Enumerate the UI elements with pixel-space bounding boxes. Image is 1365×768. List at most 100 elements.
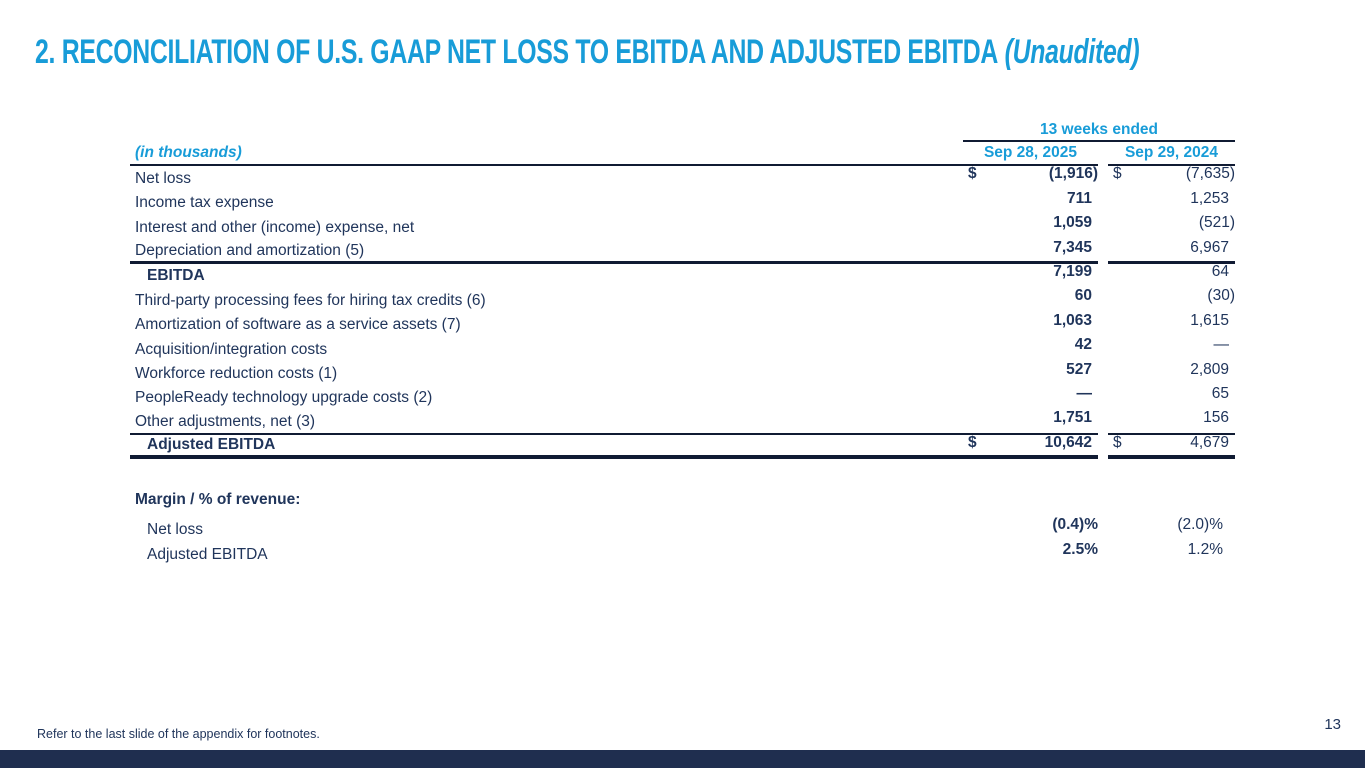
margin-section-heading: Margin / % of revenue: <box>135 491 301 508</box>
footer-bar <box>0 750 1365 768</box>
column-gutter <box>1098 410 1108 434</box>
margin-row: Adjusted EBITDA 2.5% 1.2% <box>130 542 1235 567</box>
row-label: Other adjustments, net (3) <box>130 410 963 435</box>
table-row: PeopleReady technology upgrade costs (2)… <box>130 386 1235 410</box>
units-label: (in thousands) <box>130 142 963 167</box>
column-gutter <box>1098 142 1108 166</box>
margin-value-2024: (2.0)% <box>1177 516 1223 533</box>
value-2025: — <box>1076 384 1093 402</box>
column-gutter <box>1098 362 1108 386</box>
value-cell-2024: 64 <box>1108 264 1235 288</box>
value-cell-2024: (521) <box>1108 215 1235 239</box>
value-2024: 64 <box>1211 262 1229 280</box>
value-2025: 1,751 <box>1053 409 1092 427</box>
table-row: Third-party processing fees for hiring t… <box>130 288 1235 312</box>
row-label: Acquisition/integration costs <box>135 340 328 358</box>
slide-title-text: 2. RECONCILIATION OF U.S. GAAP NET LOSS … <box>35 33 999 71</box>
table-row: Acquisition/integration costs 42 — <box>130 337 1235 361</box>
value-2025: 527 <box>1066 360 1092 378</box>
column-gutter <box>1098 288 1108 312</box>
value-2024: (30) <box>1207 287 1235 305</box>
margin-cell-2024: 1.2% <box>1108 542 1235 567</box>
value-2024: 156 <box>1203 409 1229 427</box>
margin-cell-2025: 2.5% <box>963 542 1098 567</box>
value-cell-2024: 1,253 <box>1108 191 1235 215</box>
value-cell-2025: 42 <box>963 337 1098 361</box>
margin-body: Net loss (0.4)% (2.0)% Adjusted EBITDA 2… <box>130 517 1235 567</box>
table-header-row: (in thousands) Sep 28, 2025 Sep 29, 2024 <box>130 142 1235 167</box>
value-cell-2025: $ (1,916) <box>963 166 1098 190</box>
value-2024: 1,615 <box>1190 311 1229 329</box>
row-label: Income tax expense <box>135 194 274 212</box>
value-cell-2024: 1,615 <box>1108 313 1235 337</box>
column-header-2024: Sep 29, 2024 <box>1108 142 1235 167</box>
value-2025: 60 <box>1074 287 1092 305</box>
value-2025: 7,199 <box>1053 262 1092 280</box>
column-gutter <box>1098 517 1108 542</box>
margin-value-2025: 2.5% <box>1062 541 1098 558</box>
value-2024: 4,679 <box>1190 433 1229 451</box>
row-label: Net loss <box>135 169 191 187</box>
currency-symbol: $ <box>968 165 977 183</box>
column-gutter <box>1098 166 1108 190</box>
margin-cell-2024: (2.0)% <box>1108 517 1235 542</box>
value-cell-2024: $4,679 <box>1108 433 1235 460</box>
value-cell-2024: 2,809 <box>1108 362 1235 386</box>
value-cell-2025: 1,063 <box>963 313 1098 337</box>
value-cell-2025: 7,199 <box>963 264 1098 288</box>
row-label: Third-party processing fees for hiring t… <box>135 291 486 309</box>
value-2024: 6,967 <box>1190 238 1229 256</box>
table-row: Depreciation and amortization (5) 7,345 … <box>130 240 1235 264</box>
row-label: Interest and other (income) expense, net <box>135 218 415 236</box>
value-cell-2025: $10,642 <box>963 433 1098 460</box>
value-cell-2024: — <box>1108 337 1235 361</box>
value-2024: (521) <box>1198 214 1235 232</box>
value-2024: 65 <box>1211 384 1229 402</box>
value-cell-2025: 1,751 <box>963 409 1098 435</box>
value-2025: 42 <box>1074 336 1092 354</box>
value-2024: — <box>1213 336 1230 354</box>
column-gutter <box>1098 542 1108 567</box>
table-row: Workforce reduction costs (1) 527 2,809 <box>130 362 1235 386</box>
value-2025: 10,642 <box>1044 433 1092 451</box>
table-body: Net loss $ (1,916) $ (7,635) Income tax ex… <box>130 166 1235 460</box>
table-row: EBITDA 7,199 64 <box>130 264 1235 288</box>
table-row: Amortization of software as a service as… <box>130 313 1235 337</box>
value-cell-2025: 1,059 <box>963 215 1098 239</box>
value-cell-2025: 527 <box>963 362 1098 386</box>
column-gutter <box>1098 264 1108 288</box>
row-label: Workforce reduction costs (1) <box>135 364 338 382</box>
column-gutter <box>1098 435 1108 459</box>
table-period-row: 13 weeks ended <box>130 119 1235 142</box>
slide-title: 2. RECONCILIATION OF U.S. GAAP NET LOSS … <box>35 33 1140 72</box>
row-label: Depreciation and amortization (5) <box>130 240 963 264</box>
row-label: Adjusted EBITDA <box>130 435 963 460</box>
margin-value-2024: 1.2% <box>1187 541 1223 558</box>
table-row: Other adjustments, net (3) 1,751 156 <box>130 409 1235 435</box>
value-cell-2024: (30) <box>1108 288 1235 312</box>
value-cell-2025: 7,345 <box>963 240 1098 264</box>
value-cell-2024: 65 <box>1108 386 1235 410</box>
period-row-spacer <box>130 119 963 142</box>
value-cell-2024: $ (7,635) <box>1108 166 1235 190</box>
margin-value-2025: (0.4)% <box>1052 516 1098 533</box>
column-gutter <box>1098 215 1108 239</box>
margin-section: Margin / % of revenue: Net loss (0.4)% (… <box>130 487 1235 567</box>
value-2024: 1,253 <box>1190 189 1229 207</box>
reconciliation-table: 13 weeks ended (in thousands) Sep 28, 20… <box>130 119 1235 460</box>
slide-title-unaudited: (Unaudited) <box>1004 33 1140 71</box>
column-gutter <box>1098 191 1108 215</box>
table-row: Adjusted EBITDA $10,642 $4,679 <box>130 433 1235 460</box>
currency-symbol: $ <box>1113 165 1122 183</box>
margin-row: Net loss (0.4)% (2.0)% <box>130 517 1235 542</box>
table-row: Net loss $ (1,916) $ (7,635) <box>130 166 1235 190</box>
row-label: EBITDA <box>147 267 205 285</box>
margin-row-label: Adjusted EBITDA <box>147 545 268 563</box>
row-label: PeopleReady technology upgrade costs (2) <box>135 389 433 407</box>
table-row: Interest and other (income) expense, net… <box>130 215 1235 239</box>
value-cell-2024: 6,967 <box>1108 240 1235 264</box>
column-gutter <box>1098 337 1108 361</box>
footnote: Refer to the last slide of the appendix … <box>37 727 320 741</box>
column-gutter <box>1098 386 1108 410</box>
value-2025: (1,916) <box>1048 165 1098 183</box>
